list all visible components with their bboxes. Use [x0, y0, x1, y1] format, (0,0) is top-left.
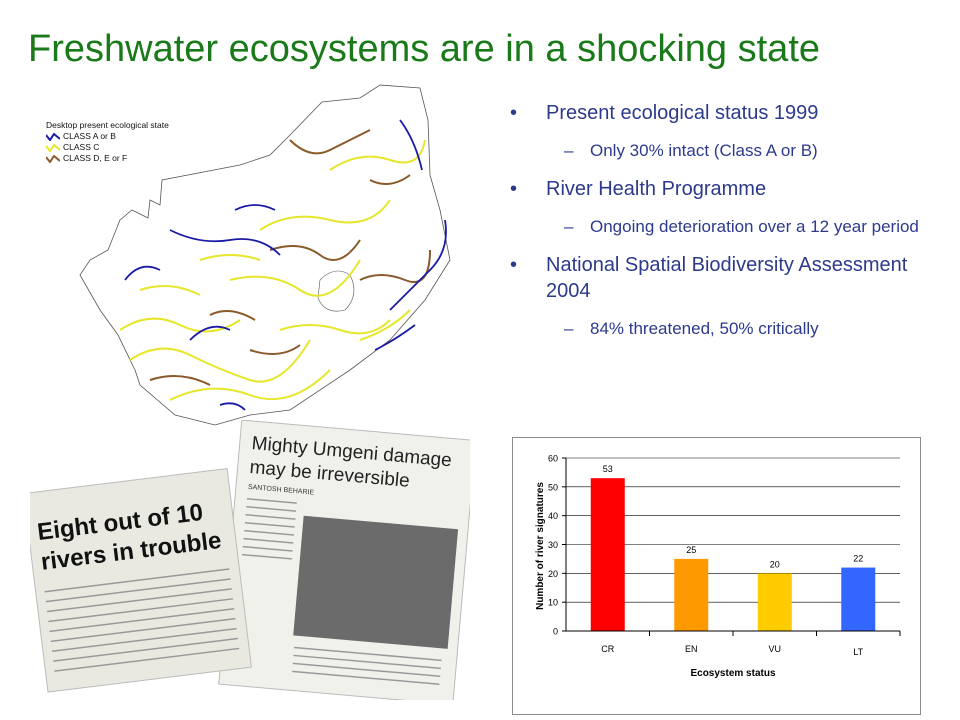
map-legend: Desktop present ecological state CLASS A… — [46, 120, 169, 164]
x-tick-label: VU — [768, 644, 781, 654]
bar-cr — [590, 478, 625, 631]
clipping-right: Mighty Umgeni damage may be irreversible… — [218, 420, 470, 700]
brown-zigzag-icon — [46, 154, 60, 163]
bar-en — [674, 558, 709, 631]
chart-bars — [590, 478, 876, 631]
y-axis-label: Number of river signatures — [535, 482, 546, 610]
data-label: 22 — [853, 554, 863, 564]
rivers-class-d-e-f — [149, 129, 431, 386]
bullet-item: National Spatial Biodiversity Assessment… — [510, 252, 940, 304]
data-label: 25 — [686, 545, 696, 555]
sub-bullet-text: Ongoing deterioration over a 12 year per… — [590, 217, 919, 236]
river-photo — [293, 515, 459, 649]
bullet-list: Present ecological status 1999 –Only 30%… — [510, 100, 940, 354]
newspaper-clippings: Mighty Umgeni damage may be irreversible… — [30, 420, 470, 700]
legend-title: Desktop present ecological state — [46, 120, 169, 130]
data-labels: 53 25 20 22 — [603, 464, 864, 569]
y-tick-label: 50 — [548, 482, 558, 492]
bar-chart-panel: 0 10 20 30 40 50 60 53 25 20 22 CR EN VU LT Number o… — [512, 437, 921, 715]
sub-bullet-item: –84% threatened, 50% critically — [564, 319, 819, 338]
blue-zigzag-icon — [46, 132, 60, 141]
rivers-class-a-b — [124, 119, 447, 411]
rivers-class-c — [119, 139, 426, 401]
yellow-zigzag-icon — [46, 143, 60, 152]
sub-bullet-text: Only 30% intact (Class A or B) — [590, 141, 818, 160]
y-tick-label: 20 — [548, 569, 558, 579]
legend-item: CLASS C — [46, 142, 169, 153]
south-africa-river-map — [79, 84, 451, 426]
x-tick-label: LT — [853, 647, 863, 657]
y-tick-label: 30 — [548, 540, 558, 550]
y-tick-label: 10 — [548, 598, 558, 608]
country-outline — [79, 84, 451, 426]
legend-label: CLASS A or B — [63, 131, 116, 141]
bar-lt — [841, 567, 876, 631]
y-axis-ticks: 0 10 20 30 40 50 60 — [548, 454, 566, 637]
legend-label: CLASS C — [63, 142, 100, 152]
x-axis-label: Ecosystem status — [690, 668, 775, 679]
sub-bullet-item: – Only 30% intact (Class A or B) — [564, 141, 818, 160]
slide-title: Freshwater ecosystems are in a shocking … — [28, 28, 821, 70]
x-tick-label: EN — [685, 644, 698, 654]
bar-vu — [757, 573, 792, 631]
x-tick-label: CR — [601, 644, 614, 654]
bullet-item: River Health Programme — [510, 176, 940, 202]
y-tick-label: 0 — [553, 627, 558, 637]
bullet-item: Present ecological status 1999 — [510, 100, 940, 126]
clipping-left: Eight out of 10 rivers in trouble — [30, 468, 252, 693]
x-axis-ticks: CR EN VU LT — [601, 631, 901, 657]
legend-label: CLASS D, E or F — [63, 153, 128, 163]
legend-item: CLASS D, E or F — [46, 153, 169, 164]
data-label: 20 — [770, 559, 780, 569]
sub-bullet-text: 84% threatened, 50% critically — [590, 319, 819, 338]
legend-item: CLASS A or B — [46, 131, 169, 142]
y-tick-label: 40 — [548, 511, 558, 521]
bar-chart: 0 10 20 30 40 50 60 53 25 20 22 CR EN VU LT Number o… — [535, 454, 901, 679]
sub-bullet-item: – Ongoing deterioration over a 12 year pe… — [564, 217, 919, 236]
data-label: 53 — [603, 464, 613, 474]
y-tick-label: 60 — [548, 454, 558, 464]
